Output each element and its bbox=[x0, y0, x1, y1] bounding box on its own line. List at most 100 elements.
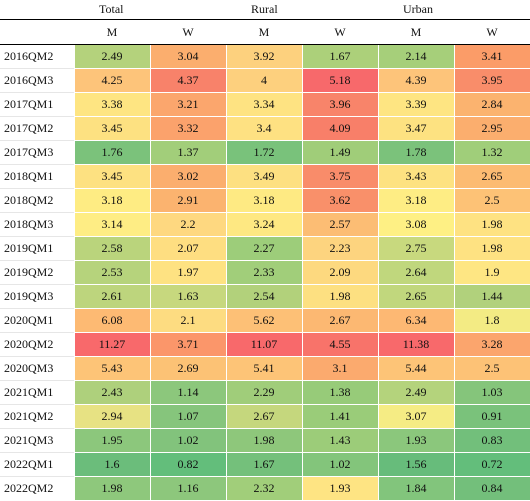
table-row: 2021QM3 1.95 1.02 1.98 1.43 1.93 0.83 bbox=[0, 428, 530, 453]
value-cell: 2.14 bbox=[377, 44, 455, 69]
value-cell: 3.75 bbox=[301, 164, 379, 189]
value-cell: 1.02 bbox=[301, 452, 379, 477]
row-label: 2022QM2 bbox=[0, 476, 74, 501]
table-row: 2016QM3 4.25 4.37 4 5.18 4.39 3.95 bbox=[0, 68, 530, 93]
value-cell: 2.67 bbox=[301, 308, 379, 333]
row-label: 2016QM2 bbox=[0, 44, 74, 69]
value-cell: 1.03 bbox=[453, 380, 530, 405]
table-row: 2018QM3 3.14 2.2 3.24 2.57 3.08 1.98 bbox=[0, 212, 530, 237]
value-cell: 1.6 bbox=[73, 452, 151, 477]
value-cell: 1.98 bbox=[453, 212, 530, 237]
value-cell: 1.98 bbox=[453, 236, 530, 261]
value-cell: 1.38 bbox=[301, 380, 379, 405]
value-cell: 1.63 bbox=[149, 284, 227, 309]
value-cell: 3.07 bbox=[377, 404, 455, 429]
value-cell: 0.82 bbox=[149, 452, 227, 477]
group-header-row: Total Rural Urban bbox=[0, 0, 530, 20]
value-cell: 3.32 bbox=[149, 116, 227, 141]
value-cell: 2.91 bbox=[149, 188, 227, 213]
value-cell: 3.08 bbox=[377, 212, 455, 237]
value-cell: 2.58 bbox=[73, 236, 151, 261]
row-label: 2019QM2 bbox=[0, 260, 74, 285]
value-cell: 4.25 bbox=[73, 68, 151, 93]
value-cell: 3.95 bbox=[453, 68, 530, 93]
value-cell: 5.43 bbox=[73, 356, 151, 381]
table-row: 2018QM1 3.45 3.02 3.49 3.75 3.43 2.65 bbox=[0, 164, 530, 189]
value-cell: 3.45 bbox=[73, 164, 151, 189]
value-cell: 3.49 bbox=[225, 164, 303, 189]
table-row: 2020QM2 11.27 3.71 11.07 4.55 11.38 3.28 bbox=[0, 332, 530, 357]
value-cell: 4 bbox=[225, 68, 303, 93]
value-cell: 2.65 bbox=[377, 284, 455, 309]
value-cell: 1.97 bbox=[149, 260, 227, 285]
value-cell: 5.41 bbox=[225, 356, 303, 381]
value-cell: 2.49 bbox=[73, 44, 151, 69]
corner-cell bbox=[0, 0, 74, 20]
value-cell: 6.34 bbox=[377, 308, 455, 333]
value-cell: 2.69 bbox=[149, 356, 227, 381]
value-cell: 1.41 bbox=[301, 404, 379, 429]
value-cell: 3.45 bbox=[73, 116, 151, 141]
value-cell: 3.21 bbox=[149, 92, 227, 117]
value-cell: 2.07 bbox=[149, 236, 227, 261]
subcolumn-header-urban-w: W bbox=[454, 19, 530, 45]
value-cell: 0.91 bbox=[453, 404, 530, 429]
value-cell: 3.1 bbox=[301, 356, 379, 381]
row-label: 2018QM3 bbox=[0, 212, 74, 237]
row-label: 2022QM1 bbox=[0, 452, 74, 477]
value-cell: 3.92 bbox=[225, 44, 303, 69]
value-cell: 1.98 bbox=[301, 284, 379, 309]
value-cell: 1.02 bbox=[149, 428, 227, 453]
subcolumn-header-total-w: W bbox=[150, 19, 226, 45]
table-row: 2019QM2 2.53 1.97 2.33 2.09 2.64 1.9 bbox=[0, 260, 530, 285]
row-label: 2017QM1 bbox=[0, 92, 74, 117]
row-label: 2020QM2 bbox=[0, 332, 74, 357]
value-cell: 1.95 bbox=[73, 428, 151, 453]
subcolumn-header-rural-m: M bbox=[226, 19, 302, 45]
value-cell: 1.43 bbox=[301, 428, 379, 453]
value-cell: 2.75 bbox=[377, 236, 455, 261]
subcolumn-header-rural-w: W bbox=[302, 19, 379, 45]
table-row: 2020QM3 5.43 2.69 5.41 3.1 5.44 2.5 bbox=[0, 356, 530, 381]
value-cell: 2.27 bbox=[225, 236, 303, 261]
value-cell: 3.24 bbox=[225, 212, 303, 237]
value-cell: 1.78 bbox=[377, 140, 455, 165]
value-cell: 2.64 bbox=[377, 260, 455, 285]
value-cell: 3.41 bbox=[453, 44, 530, 69]
value-cell: 1.84 bbox=[377, 476, 455, 501]
table-row: 2018QM2 3.18 2.91 3.18 3.62 3.18 2.5 bbox=[0, 188, 530, 213]
value-cell: 5.44 bbox=[377, 356, 455, 381]
value-cell: 1.67 bbox=[301, 44, 379, 69]
row-label: 2016QM3 bbox=[0, 68, 74, 93]
value-cell: 3.4 bbox=[225, 116, 303, 141]
value-cell: 2.2 bbox=[149, 212, 227, 237]
value-cell: 1.07 bbox=[149, 404, 227, 429]
value-cell: 2.65 bbox=[453, 164, 530, 189]
row-label: 2017QM3 bbox=[0, 140, 74, 165]
value-cell: 2.61 bbox=[73, 284, 151, 309]
value-cell: 4.39 bbox=[377, 68, 455, 93]
value-cell: 1.98 bbox=[225, 428, 303, 453]
value-cell: 4.37 bbox=[149, 68, 227, 93]
value-cell: 2.23 bbox=[301, 236, 379, 261]
table-body: 2016QM2 2.49 3.04 3.92 1.67 2.14 3.41 2016QM3 4.… bbox=[0, 44, 530, 501]
value-cell: 3.18 bbox=[377, 188, 455, 213]
value-cell: 2.33 bbox=[225, 260, 303, 285]
value-cell: 1.8 bbox=[453, 308, 530, 333]
group-header-total: Total bbox=[74, 0, 226, 20]
subcolumn-corner-cell bbox=[0, 19, 74, 45]
value-cell: 11.07 bbox=[225, 332, 303, 357]
group-header-urban: Urban bbox=[378, 0, 530, 20]
table-row: 2020QM1 6.08 2.1 5.62 2.67 6.34 1.8 bbox=[0, 308, 530, 333]
value-cell: 11.27 bbox=[73, 332, 151, 357]
value-cell: 1.67 bbox=[225, 452, 303, 477]
subcolumn-header-urban-m: M bbox=[378, 19, 455, 45]
value-cell: 2.54 bbox=[225, 284, 303, 309]
value-cell: 2.84 bbox=[453, 92, 530, 117]
value-cell: 1.9 bbox=[453, 260, 530, 285]
table-row: 2019QM3 2.61 1.63 2.54 1.98 2.65 1.44 bbox=[0, 284, 530, 309]
value-cell: 0.83 bbox=[453, 428, 530, 453]
row-label: 2020QM1 bbox=[0, 308, 74, 333]
value-cell: 3.62 bbox=[301, 188, 379, 213]
